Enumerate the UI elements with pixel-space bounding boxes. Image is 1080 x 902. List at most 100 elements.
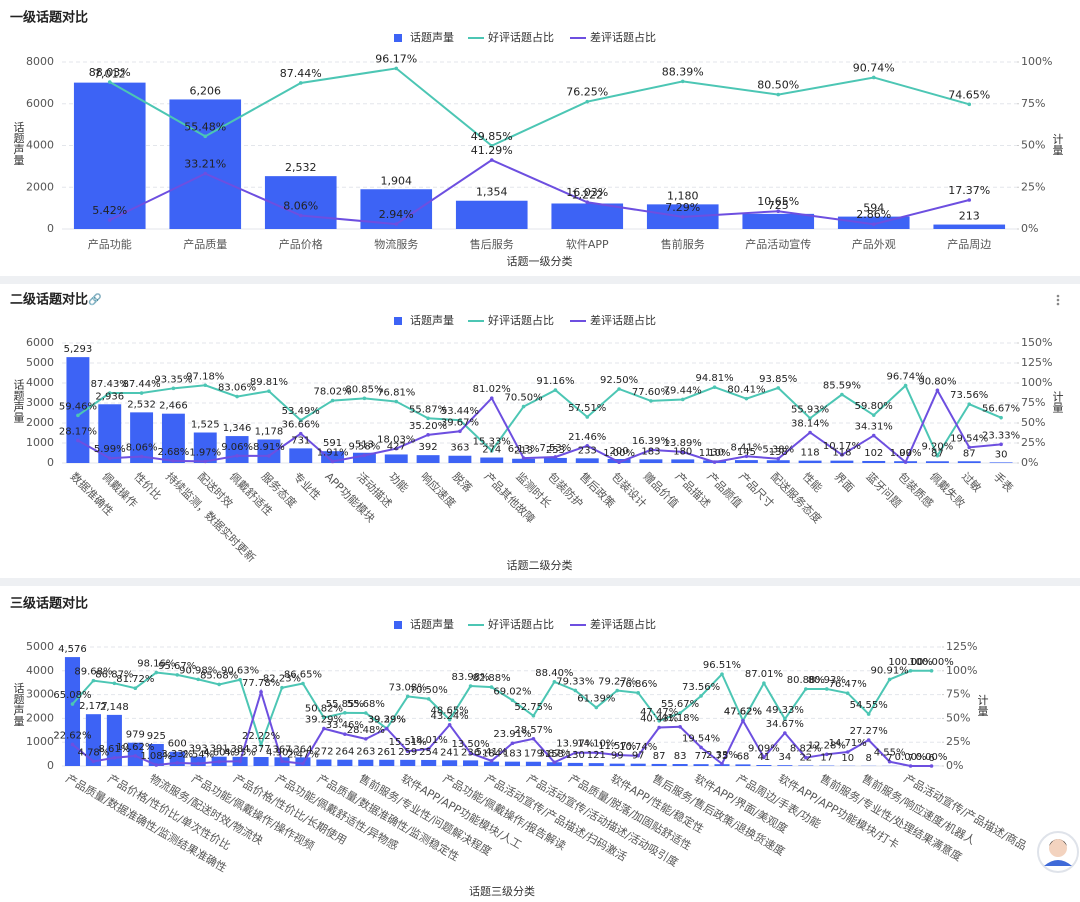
line-point bbox=[585, 99, 590, 104]
bar bbox=[735, 764, 751, 766]
bar bbox=[148, 743, 164, 766]
line-value-label: 16.39% bbox=[632, 436, 670, 447]
bar-value-label: 393 bbox=[189, 744, 208, 755]
line-value-label: 18.03% bbox=[377, 435, 415, 446]
x-tick-label: 产品功能 bbox=[88, 237, 132, 251]
y-axis-title: 话题声量 bbox=[12, 682, 25, 726]
line-point bbox=[384, 726, 389, 731]
line-point bbox=[617, 460, 621, 465]
line-value-label: 2.54% bbox=[182, 750, 214, 761]
line-value-label: 82.88% bbox=[472, 673, 510, 684]
line-point bbox=[171, 459, 176, 463]
line-point bbox=[615, 753, 620, 757]
line-point bbox=[887, 677, 892, 682]
y2-tick-label: 75% bbox=[1021, 97, 1045, 110]
line-point bbox=[322, 715, 326, 720]
line bbox=[71, 688, 932, 767]
line bbox=[109, 67, 970, 147]
line-value-label: 79.33% bbox=[556, 676, 594, 687]
line-value-label: 9.20% bbox=[922, 442, 954, 453]
bar-value-label: 731 bbox=[291, 435, 310, 446]
line-point bbox=[70, 702, 75, 706]
line-value-label: 78.02% bbox=[314, 387, 352, 398]
line-value-label: 93.35% bbox=[154, 374, 192, 385]
link-icon[interactable]: 🔗 bbox=[88, 292, 102, 306]
line-value-label: 10.65% bbox=[757, 195, 799, 208]
menu-dot[interactable] bbox=[1056, 294, 1060, 298]
bar bbox=[193, 432, 217, 463]
line-value-label: 10.62% bbox=[116, 742, 154, 753]
line-value-label: 5.99% bbox=[94, 444, 126, 455]
line-point bbox=[426, 697, 431, 701]
line-point bbox=[343, 711, 347, 715]
x-tick-label: 售前服务 bbox=[661, 237, 705, 251]
line-point bbox=[489, 448, 494, 453]
bar-value-label: 87 bbox=[653, 751, 666, 762]
line-value-label: 88.40% bbox=[535, 668, 573, 679]
line-point bbox=[808, 416, 812, 421]
y-tick-label: 8000 bbox=[26, 55, 54, 68]
x-tick-label: 产品价格 bbox=[279, 237, 323, 251]
line-point bbox=[776, 386, 781, 390]
avatar[interactable] bbox=[1037, 831, 1079, 873]
line-value-label: 4.78% bbox=[78, 747, 110, 758]
bar-value-label: 7 bbox=[886, 753, 892, 764]
menu-dot[interactable] bbox=[1056, 298, 1060, 302]
y2-tick-label: 100% bbox=[1021, 376, 1052, 389]
line-value-label: 79.44% bbox=[664, 385, 702, 396]
line-value-label: 81.72% bbox=[116, 674, 154, 685]
bar bbox=[734, 460, 758, 463]
menu-dot[interactable] bbox=[1056, 302, 1060, 306]
bar bbox=[379, 759, 395, 766]
bar bbox=[989, 462, 1013, 463]
y2-tick-label: 0% bbox=[1021, 222, 1038, 235]
line-value-label: 52.75% bbox=[514, 702, 552, 713]
legend-swatch bbox=[394, 34, 402, 42]
y-axis-title: 话题声量 bbox=[12, 379, 25, 423]
y-tick-label: 1000 bbox=[26, 436, 54, 449]
y2-tick-label: 25% bbox=[946, 735, 970, 748]
line-point bbox=[552, 680, 557, 684]
line-value-label: 0.00% bbox=[895, 752, 927, 763]
line-value-label: 100.00% bbox=[909, 657, 954, 668]
line-point bbox=[521, 456, 526, 460]
line-value-label: 8.41% bbox=[731, 442, 763, 453]
bar-value-label: 4,576 bbox=[58, 644, 87, 655]
line-point bbox=[301, 761, 305, 766]
line-value-label: 8.06% bbox=[283, 200, 318, 213]
y-tick-label: 6000 bbox=[26, 97, 54, 110]
line-value-label: 41.29% bbox=[471, 144, 513, 157]
line-point bbox=[394, 222, 399, 226]
bar bbox=[169, 99, 242, 229]
bar bbox=[480, 457, 504, 463]
bar-value-label: 1,346 bbox=[223, 423, 252, 434]
line-value-label: 5.41% bbox=[476, 747, 508, 758]
line-point bbox=[343, 732, 347, 736]
legend-label: 好评话题占比 bbox=[488, 617, 554, 631]
bar bbox=[321, 451, 345, 463]
line-value-label: 13.89% bbox=[664, 438, 702, 449]
y2-tick-label: 100% bbox=[946, 664, 977, 677]
line-value-label: 76.47% bbox=[829, 679, 867, 690]
line-value-label: 2.47% bbox=[287, 750, 319, 761]
line-value-label: 4.60% bbox=[203, 748, 235, 759]
line-point bbox=[680, 79, 685, 84]
bar-value-label: 118 bbox=[801, 448, 820, 459]
line-point bbox=[585, 415, 590, 419]
bar bbox=[742, 213, 815, 229]
line-value-label: 5.38% bbox=[762, 445, 794, 456]
line-point bbox=[196, 677, 200, 682]
bar-value-label: 384 bbox=[231, 744, 250, 755]
x-tick-label: 产品活动宣传 bbox=[745, 237, 811, 251]
bar-value-label: 392 bbox=[419, 442, 438, 453]
bar bbox=[798, 765, 814, 766]
line-value-label: 59.80% bbox=[855, 401, 893, 412]
bar-value-label: 99 bbox=[611, 751, 624, 762]
bar bbox=[588, 763, 604, 766]
line-point bbox=[196, 761, 200, 766]
bar-value-label: 427 bbox=[387, 441, 406, 452]
bar bbox=[253, 757, 269, 766]
line-value-label: 9.09% bbox=[748, 743, 780, 754]
line-value-label: 79.27% bbox=[598, 677, 636, 688]
